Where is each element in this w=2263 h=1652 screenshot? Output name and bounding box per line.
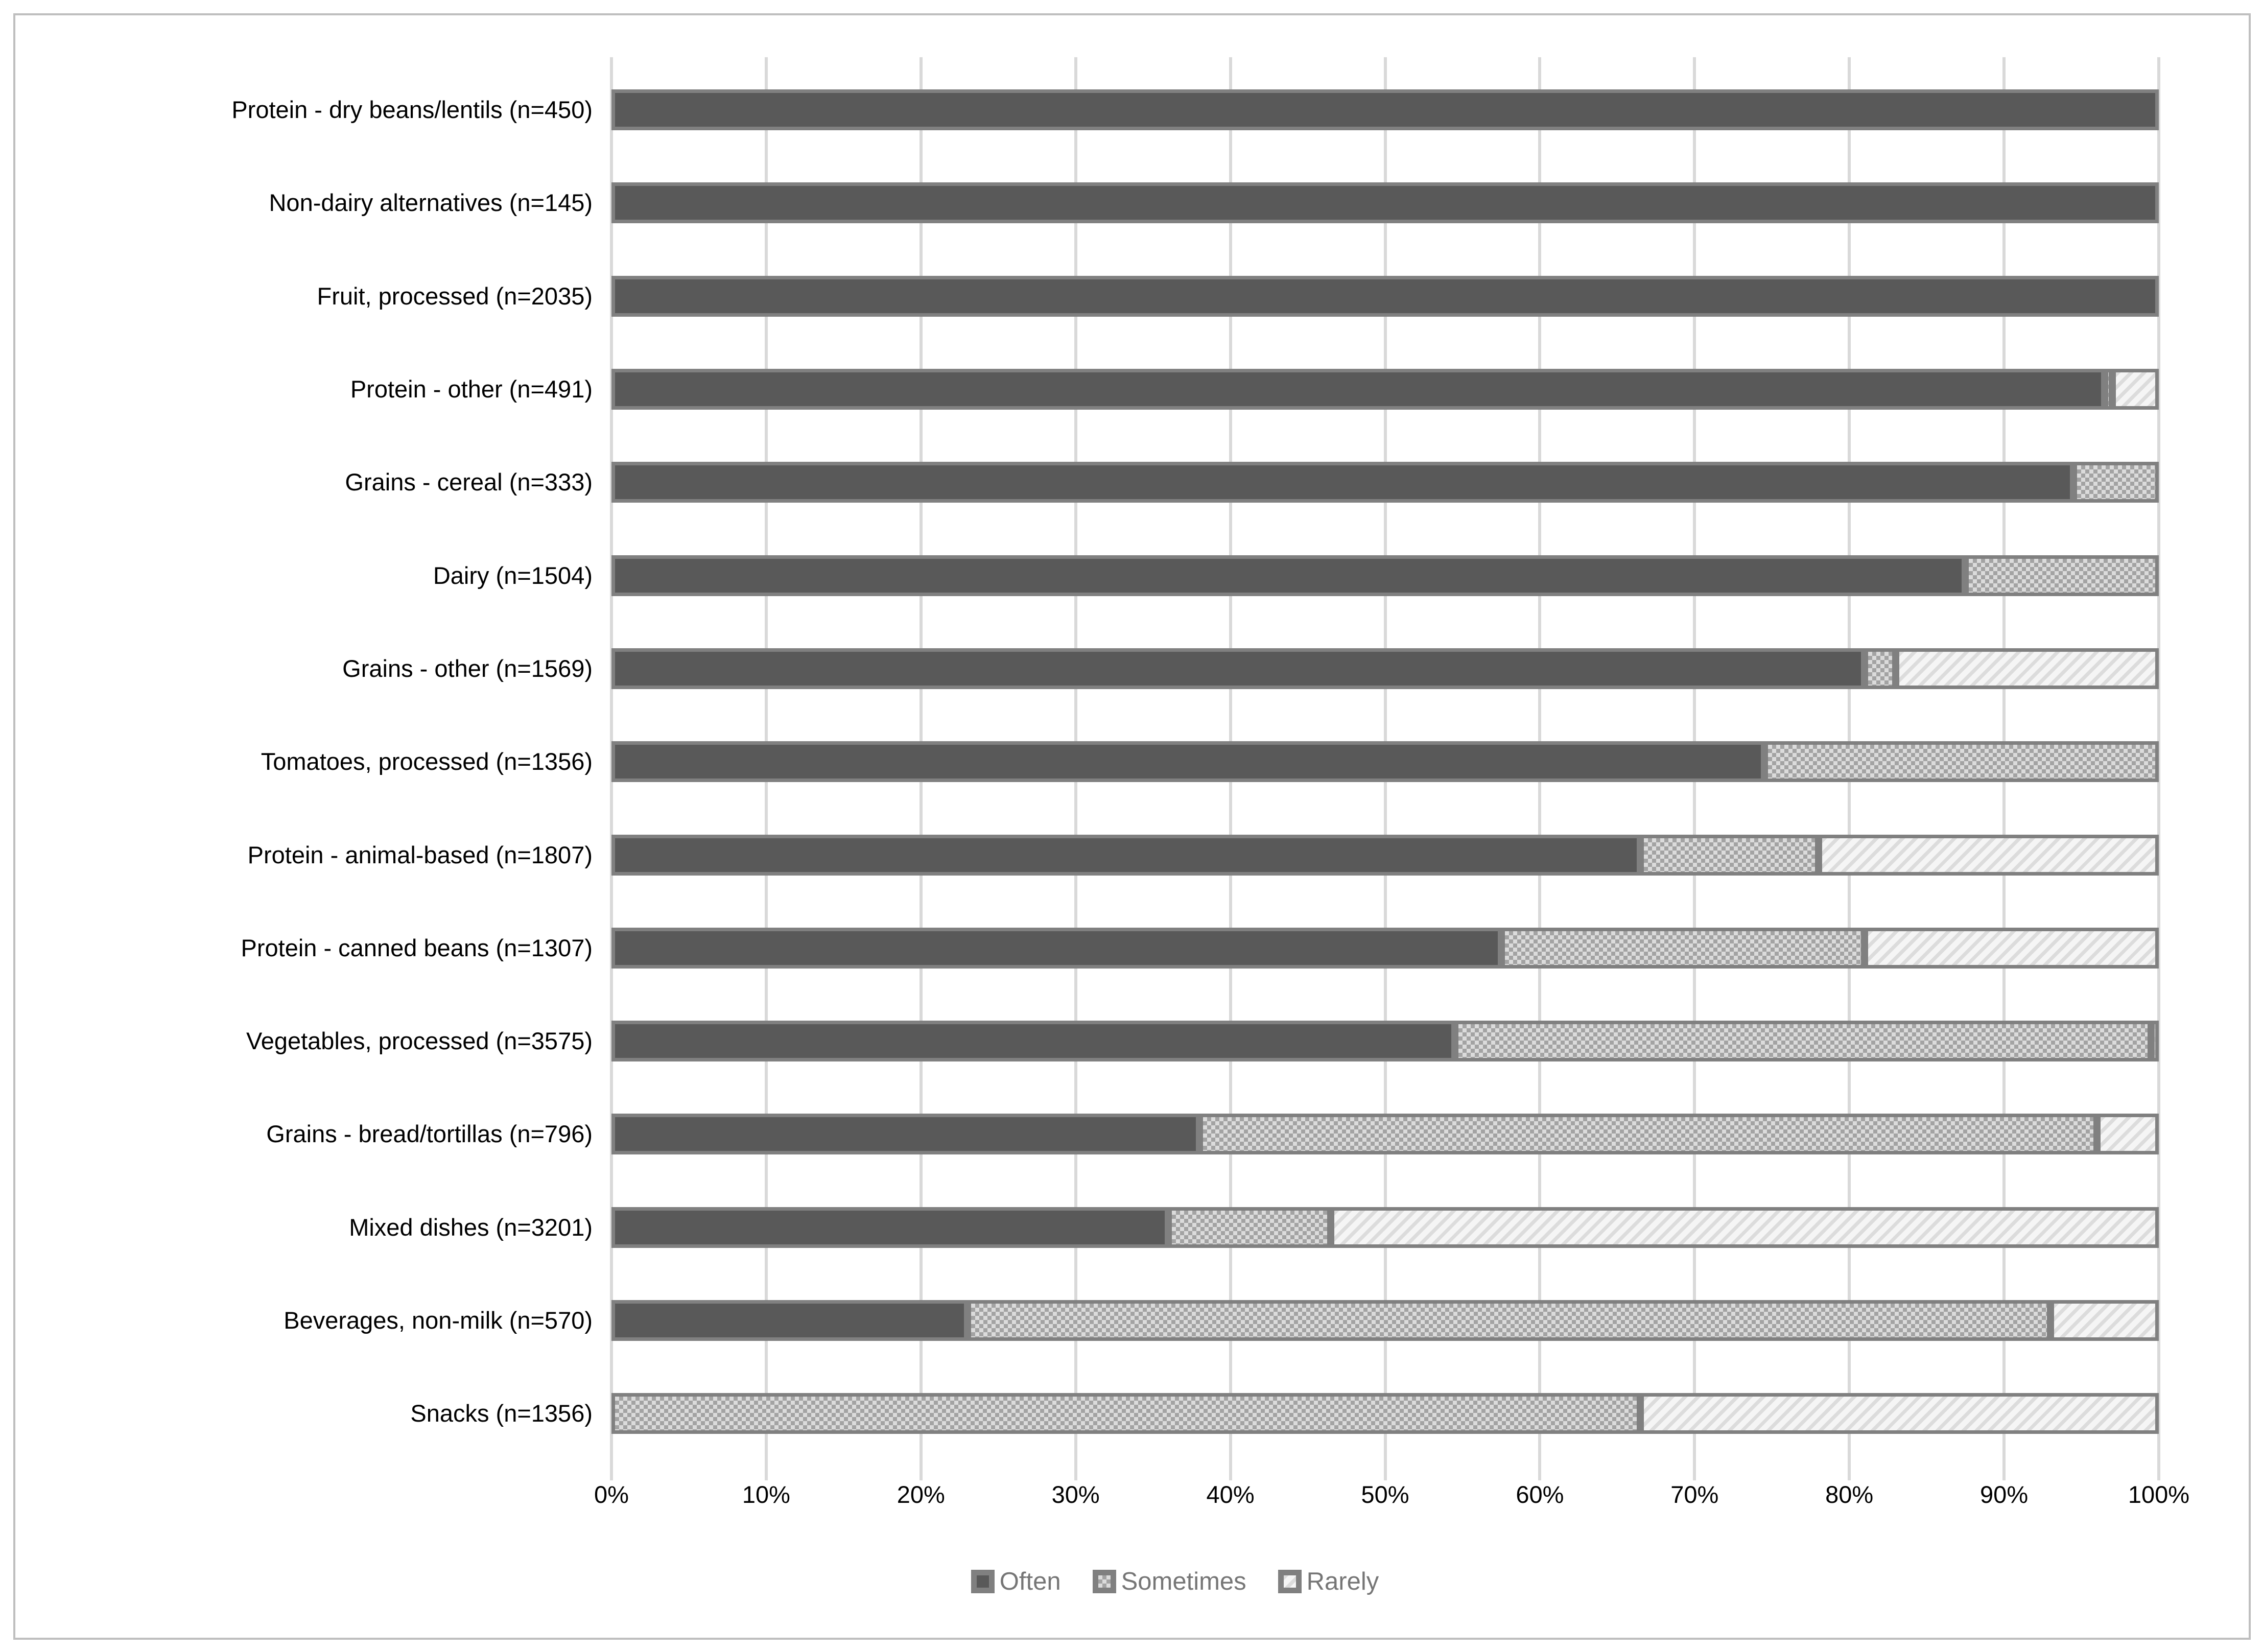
bar-row — [611, 369, 2159, 410]
bar-segment-rarely — [1640, 1393, 2159, 1434]
bar-segment-rarely — [2050, 1300, 2159, 1341]
bar-row — [611, 1393, 2159, 1434]
legend-label: Sometimes — [1121, 1568, 1246, 1595]
bar-segment-rarely — [1896, 648, 2159, 689]
bar-segment-sometimes — [2073, 462, 2159, 503]
bar-row — [611, 927, 2159, 969]
bar-row — [611, 834, 2159, 876]
legend-swatch-sometimes — [1092, 1570, 1116, 1593]
legend-label: Often — [999, 1568, 1061, 1595]
x-tick-label: 100% — [2128, 1481, 2190, 1508]
category-label: Grains - cereal (n=333) — [345, 468, 593, 496]
bar-segment-often — [611, 1300, 968, 1341]
bar-segment-rarely — [2151, 1021, 2159, 1062]
figure-border — [13, 13, 2251, 1640]
legend-label: Rarely — [1306, 1568, 1379, 1595]
bar-segment-often — [611, 182, 2159, 224]
bar-segment-sometimes — [1865, 648, 1896, 689]
bar-row — [611, 1207, 2159, 1248]
x-tick-label: 0% — [594, 1481, 629, 1508]
category-label: Dairy (n=1504) — [433, 561, 593, 589]
bar-row — [611, 182, 2159, 224]
legend-item-sometimes: Sometimes — [1092, 1567, 1246, 1596]
bar-segment-often — [611, 741, 1764, 783]
category-label: Tomatoes, processed (n=1356) — [261, 748, 593, 775]
x-tick-label: 30% — [1051, 1481, 1100, 1508]
bar-row — [611, 648, 2159, 689]
legend-swatch-often — [971, 1570, 995, 1593]
category-label: Mixed dishes (n=3201) — [349, 1213, 593, 1241]
x-tick-label: 80% — [1825, 1481, 1874, 1508]
bar-segment-often — [611, 555, 1966, 596]
bar-segment-sometimes — [1640, 834, 1819, 876]
bar-segment-often — [611, 834, 1641, 876]
category-label: Protein - animal-based (n=1807) — [247, 841, 593, 868]
bar-segment-often — [611, 927, 1501, 969]
bar-segment-often — [611, 1021, 1455, 1062]
x-tick-label: 10% — [742, 1481, 790, 1508]
bar-segment-rarely — [2096, 1114, 2159, 1155]
bar-row — [611, 1300, 2159, 1341]
bar-segment-often — [611, 1114, 1200, 1155]
bar-segment-rarely — [1331, 1207, 2159, 1248]
category-label: Protein - dry beans/lentils (n=450) — [231, 96, 593, 124]
bar-row — [611, 1114, 2159, 1155]
bar-segment-often — [611, 648, 1865, 689]
chart-legend: Often Sometimes Rarely — [43, 1567, 2263, 1596]
bar-row — [611, 1021, 2159, 1062]
bar-segment-sometimes — [1965, 555, 2159, 596]
bar-segment-sometimes — [1454, 1021, 2151, 1062]
bar-segment-rarely — [1818, 834, 2159, 876]
category-label: Fruit, processed (n=2035) — [317, 282, 593, 310]
category-label: Protein - other (n=491) — [350, 375, 593, 403]
legend-item-rarely: Rarely — [1278, 1567, 1379, 1596]
category-label: Protein - canned beans (n=1307) — [241, 934, 593, 961]
category-label: Grains - bread/tortillas (n=796) — [266, 1120, 593, 1148]
x-tick-label: 60% — [1516, 1481, 1564, 1508]
x-tick-label: 20% — [897, 1481, 945, 1508]
bar-segment-often — [611, 1207, 1169, 1248]
x-tick-label: 40% — [1206, 1481, 1255, 1508]
category-label: Snacks (n=1356) — [410, 1400, 593, 1427]
bar-segment-often — [611, 462, 2074, 503]
category-label: Non-dairy alternatives (n=145) — [269, 189, 593, 217]
x-tick-label: 90% — [1980, 1481, 2029, 1508]
bar-segment-sometimes — [611, 1393, 1641, 1434]
bar-segment-often — [611, 89, 2159, 131]
bar-segment-rarely — [1865, 927, 2159, 969]
legend-swatch-rarely — [1278, 1570, 1302, 1593]
bar-segment-sometimes — [1199, 1114, 2097, 1155]
category-label: Grains - other (n=1569) — [342, 654, 593, 682]
bar-segment-sometimes — [1764, 741, 2159, 783]
bar-segment-sometimes — [1501, 927, 1865, 969]
x-tick-label: 70% — [1670, 1481, 1719, 1508]
bar-row — [611, 89, 2159, 131]
bar-segment-sometimes — [1168, 1207, 1331, 1248]
bar-row — [611, 555, 2159, 596]
legend-item-often: Often — [971, 1567, 1061, 1596]
bar-segment-sometimes — [967, 1300, 2050, 1341]
bar-segment-often — [611, 275, 2159, 317]
bar-row — [611, 462, 2159, 503]
x-tick-label: 50% — [1361, 1481, 1409, 1508]
bar-segment-often — [611, 369, 2105, 410]
bar-segment-rarely — [2112, 369, 2159, 410]
category-label: Beverages, non-milk (n=570) — [284, 1307, 593, 1334]
bar-row — [611, 741, 2159, 783]
gridline — [2157, 57, 2160, 1480]
bar-row — [611, 275, 2159, 317]
bar-segment-sometimes — [2104, 369, 2113, 410]
category-label: Vegetables, processed (n=3575) — [246, 1027, 593, 1055]
